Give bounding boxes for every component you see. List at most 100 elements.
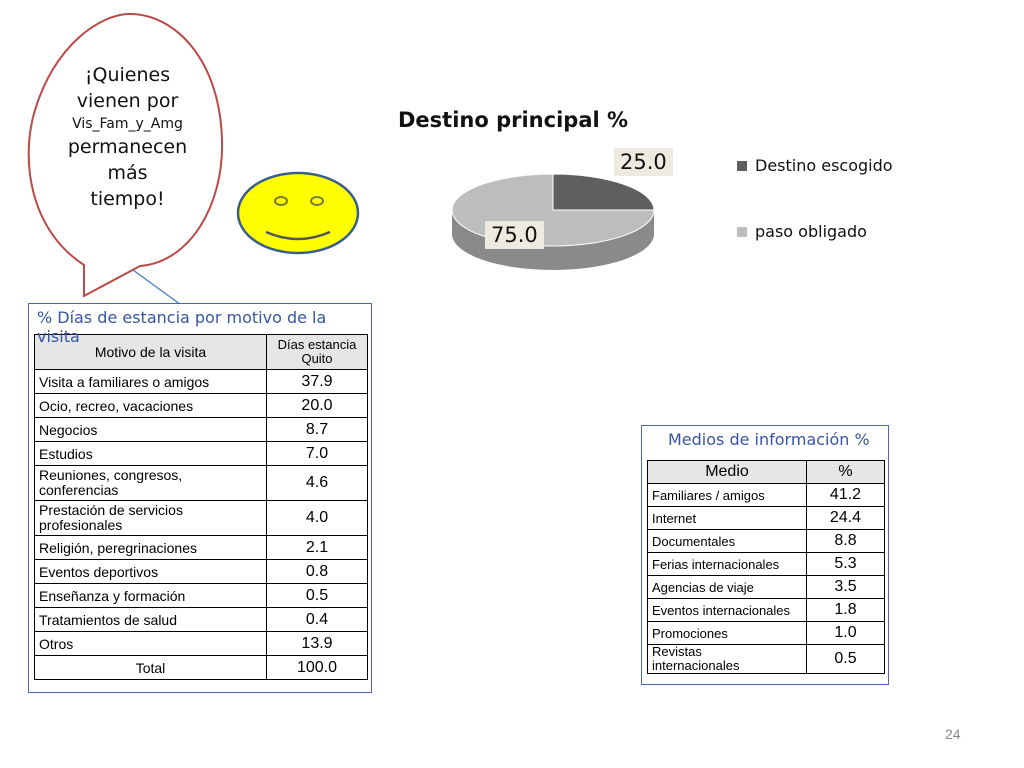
bubble-line-6: tiempo! (90, 188, 165, 210)
motivo-cell: Estudios (34, 441, 267, 466)
motivo-cell: Negocios (34, 417, 267, 442)
pct-cell: 41.2 (806, 483, 885, 507)
total-label: Total (34, 655, 267, 680)
dias-cell: 0.5 (266, 583, 368, 608)
table-row: Promociones 1.0 (647, 621, 885, 645)
table-total-row: Total 100.0 (34, 655, 368, 680)
bubble-line-2: vienen por (76, 90, 179, 112)
medio-cell: Familiares / amigos (647, 483, 807, 507)
chart-title: Destino principal % (398, 108, 629, 132)
motivo-cell: Eventos deportivos (34, 559, 267, 584)
table-row: Eventos deportivos 0.8 (34, 559, 368, 584)
pct-cell: 3.5 (806, 575, 885, 599)
speech-bubble (27, 12, 224, 298)
pct-cell: 5.3 (806, 552, 885, 576)
medio-cell: Agencias de viaje (647, 575, 807, 599)
col-header-dias-line2: Quito (301, 351, 333, 366)
medio-cell: Documentales (647, 529, 807, 553)
dias-cell: 7.0 (266, 441, 368, 466)
table-row: Otros 13.9 (34, 631, 368, 656)
motivo-cell: Prestación de servicios profesionales (34, 500, 267, 536)
pct-cell: 1.0 (806, 621, 885, 645)
dias-cell: 4.6 (266, 465, 368, 501)
medio-cell: Internet (647, 506, 807, 530)
pct-cell: 24.4 (806, 506, 885, 530)
pct-cell: 0.5 (806, 644, 885, 674)
bubble-line-3: Vis_Fam_y_Amg (72, 116, 183, 132)
medio-cell: Revistas internacionales (647, 644, 807, 674)
stay-panel: % Días de estancia por motivo de la visi… (28, 303, 372, 693)
legend-label-1: Destino escogido (755, 156, 893, 175)
motivo-cell: Reuniones, congresos, conferencias (34, 465, 267, 501)
motivo-line2: profesionales (39, 517, 123, 533)
table-row: Internet 24.4 (647, 506, 885, 530)
col-header-dias-line1: Días estancia (277, 337, 357, 352)
table-row: Documentales 8.8 (647, 529, 885, 553)
legend-swatch-1 (737, 160, 747, 171)
dias-cell: 8.7 (266, 417, 368, 442)
motivo-line2: conferencias (39, 482, 119, 498)
bubble-line-4: permanecen (67, 136, 188, 158)
medio-cell: Eventos internacionales (647, 598, 807, 622)
media-table-title: Medios de información % (668, 430, 870, 449)
motivo-line1: Reuniones, congresos, (39, 467, 183, 483)
table-row: Familiares / amigos 41.2 (647, 483, 885, 507)
legend-label-2: paso obligado (755, 222, 867, 241)
motivo-cell: Tratamientos de salud (34, 607, 267, 632)
bubble-line-5: más (107, 162, 148, 184)
legend-swatch-2 (737, 226, 747, 237)
media-table: Medio % Familiares / amigos 41.2 Internet… (647, 460, 885, 674)
total-value: 100.0 (266, 655, 368, 680)
motivo-cell: Otros (34, 631, 267, 656)
medio-line1: Revistas (652, 644, 702, 659)
table-row: Estudios 7.0 (34, 441, 368, 466)
legend-item-1: Destino escogido (737, 156, 893, 175)
table-row: Agencias de viaje 3.5 (647, 575, 885, 599)
col-header-dias: Días estancia Quito (266, 334, 368, 370)
pie-side-wall (452, 210, 654, 270)
table-header-row: Medio % (647, 460, 885, 484)
smiley-face-icon (236, 171, 360, 255)
table-row: Ocio, recreo, vacaciones 20.0 (34, 393, 368, 418)
speech-bubble-text: ¡Quienes vienen por Vis_Fam_y_Amg perman… (45, 62, 210, 212)
motivo-cell: Visita a familiares o amigos (34, 369, 267, 394)
media-panel: Medios de información % Medio % Familiar… (641, 425, 889, 685)
table-row: Reuniones, congresos, conferencias 4.6 (34, 465, 368, 501)
pie-chart (451, 173, 655, 270)
dias-cell: 0.8 (266, 559, 368, 584)
dias-cell: 4.0 (266, 500, 368, 536)
page-number: 24 (945, 726, 961, 742)
table-row: Prestación de servicios profesionales 4.0 (34, 500, 368, 536)
stay-table: Motivo de la visita Días estancia Quito … (34, 334, 368, 680)
dias-cell: 0.4 (266, 607, 368, 632)
table-row: Tratamientos de salud 0.4 (34, 607, 368, 632)
motivo-cell: Enseñanza y formación (34, 583, 267, 608)
table-row: Ferias internacionales 5.3 (647, 552, 885, 576)
bubble-line-1: ¡Quienes (84, 64, 171, 86)
table-row: Revistas internacionales 0.5 (647, 644, 885, 674)
col-header-motivo: Motivo de la visita (34, 334, 267, 370)
legend-item-2: paso obligado (737, 222, 867, 241)
pie-data-label-2: 75.0 (485, 221, 544, 249)
col-header-pct: % (806, 460, 885, 484)
table-row: Visita a familiares o amigos 37.9 (34, 369, 368, 394)
medio-cell: Ferias internacionales (647, 552, 807, 576)
dias-cell: 20.0 (266, 393, 368, 418)
pct-cell: 1.8 (806, 598, 885, 622)
motivo-cell: Ocio, recreo, vacaciones (34, 393, 267, 418)
dias-cell: 37.9 (266, 369, 368, 394)
pie-data-label-1: 25.0 (614, 148, 673, 176)
table-row: Religión, peregrinaciones 2.1 (34, 535, 368, 560)
table-row: Enseñanza y formación 0.5 (34, 583, 368, 608)
motivo-line1: Prestación de servicios (39, 502, 183, 518)
table-header-row: Motivo de la visita Días estancia Quito (34, 334, 368, 370)
dias-cell: 13.9 (266, 631, 368, 656)
pie-slice-1 (552, 173, 655, 211)
table-row: Eventos internacionales 1.8 (647, 598, 885, 622)
medio-cell: Promociones (647, 621, 807, 645)
stay-table-title: % Días de estancia por motivo de la visi… (37, 308, 327, 346)
medio-line2: internacionales (652, 658, 740, 673)
pct-cell: 8.8 (806, 529, 885, 553)
motivo-cell: Religión, peregrinaciones (34, 535, 267, 560)
